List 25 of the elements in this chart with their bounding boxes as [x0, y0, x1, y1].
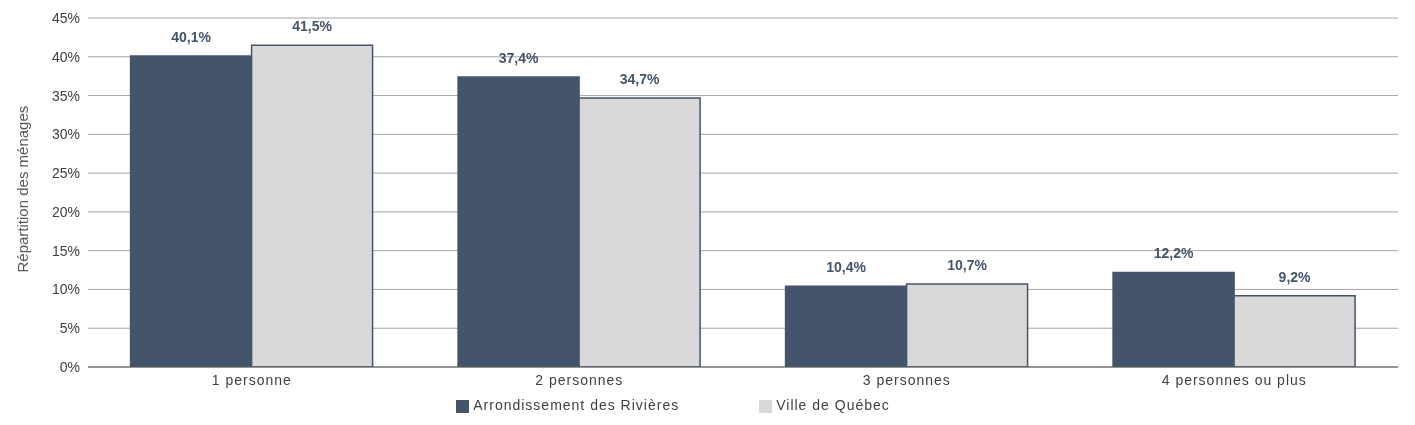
data-label: 37,4%	[498, 49, 539, 66]
y-tick-label: 45%	[51, 9, 80, 26]
data-label: 10,4%	[826, 259, 867, 276]
y-axis-title: Répartition des ménages	[14, 105, 32, 273]
y-tick-label: 20%	[51, 203, 80, 220]
y-tick-label: 40%	[51, 48, 80, 65]
data-label: 41,5%	[292, 18, 333, 35]
y-tick-label: 25%	[51, 165, 80, 182]
y-tick-label: 5%	[59, 320, 80, 337]
y-tick-label: 15%	[51, 242, 80, 259]
data-label: 34,7%	[619, 70, 660, 87]
data-label: 40,1%	[171, 29, 212, 45]
y-tick-label: 0%	[59, 358, 80, 375]
data-label: 10,7%	[947, 257, 988, 274]
x-tick-label: 3 personnes	[862, 371, 951, 388]
data-label: 9,2%	[1278, 268, 1312, 285]
x-tick-label: 1 personne	[211, 371, 292, 388]
x-tick-label: 2 personnes	[535, 371, 624, 388]
y-tick-label: 10%	[51, 281, 80, 298]
y-tick-label: 35%	[51, 87, 80, 104]
y-tick-label: 30%	[51, 126, 80, 143]
x-tick-label: 4 personnes ou plus	[1161, 371, 1307, 388]
legend-label: Arrondissement des Rivières	[473, 397, 680, 413]
legend-label: Ville de Québec	[776, 397, 890, 413]
data-label: 12,2%	[1153, 245, 1194, 262]
